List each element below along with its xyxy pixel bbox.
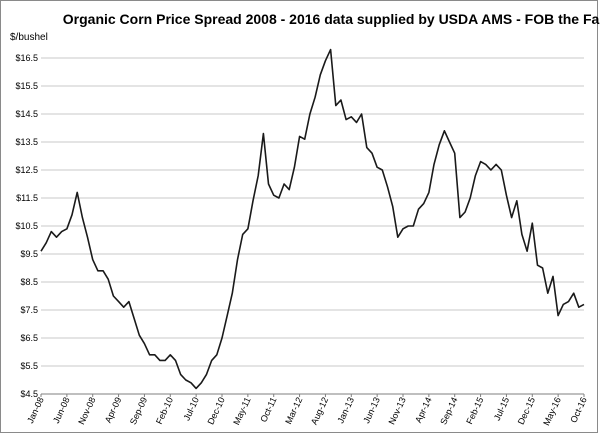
- x-tick-label: Jan-08: [25, 396, 46, 425]
- y-tick-label: $7.5: [20, 305, 38, 315]
- x-tick-label: Aug-12: [309, 396, 330, 427]
- series-layer: [40, 48, 585, 390]
- y-tick-label: $8.5: [20, 277, 38, 287]
- x-tick-labels: Jan-08 Jun-08 Nov-08 Apr-09 Sep-09 Feb-10 Jul-…: [25, 394, 589, 427]
- x-tick-label: Feb-10: [154, 396, 175, 426]
- y-tick-label: $10.5: [15, 221, 38, 231]
- y-tick-label: $6.5: [20, 333, 38, 343]
- chart-title: Organic Corn Price Spread 2008 - 2016 da…: [63, 11, 600, 27]
- gridlines: [41, 57, 584, 367]
- y-tick-label: $12.5: [15, 165, 38, 175]
- x-tick-label: Mar-12: [283, 396, 304, 426]
- y-tick-label: $13.5: [15, 137, 38, 147]
- x-tick-label: Jun-08: [51, 396, 72, 425]
- x-tick-label: Nov-13: [386, 396, 407, 427]
- x-tick-label: May-16: [541, 396, 563, 427]
- price-series-line: [40, 48, 585, 390]
- x-tick-label: Jun-13: [361, 396, 382, 425]
- y-tick-label: $11.5: [16, 193, 38, 203]
- x-tick-label: Dec-10: [205, 396, 226, 427]
- x-tick-label: Jul-10: [182, 396, 201, 422]
- y-tick-label: $15.5: [15, 81, 38, 91]
- x-tick-label: Apr-09: [103, 396, 123, 425]
- x-tick-label: May-11: [231, 396, 252, 427]
- y-axis-unit-label: $/bushel: [10, 32, 48, 43]
- x-tick-label: Sep-09: [128, 396, 149, 427]
- x-tick-label: Oct-11: [258, 396, 278, 424]
- y-tick-label: $5.5: [20, 361, 38, 371]
- y-tick-labels: $4.5 $5.5 $6.5 $7.5 $8.5 $9.5 $10.5 $11.5 $12.5 $…: [15, 53, 38, 399]
- x-tick-label: Apr-14: [413, 396, 433, 425]
- x-tick-label: Sep-14: [438, 396, 459, 427]
- y-tick-label: $14.5: [15, 109, 38, 119]
- x-tick-label: Jan-13: [335, 396, 356, 425]
- y-tick-label: $16.5: [15, 53, 38, 63]
- x-tick-label: Oct-16: [568, 396, 588, 425]
- x-tick-label: Feb-15: [464, 396, 485, 426]
- x-tick-label: Dec-15: [516, 396, 537, 427]
- y-tick-label: $9.5: [20, 249, 38, 259]
- y-tick-label: $4.5: [20, 389, 38, 399]
- x-tick-label: Nov-08: [76, 396, 97, 427]
- x-tick-label: Jul-15: [492, 396, 511, 422]
